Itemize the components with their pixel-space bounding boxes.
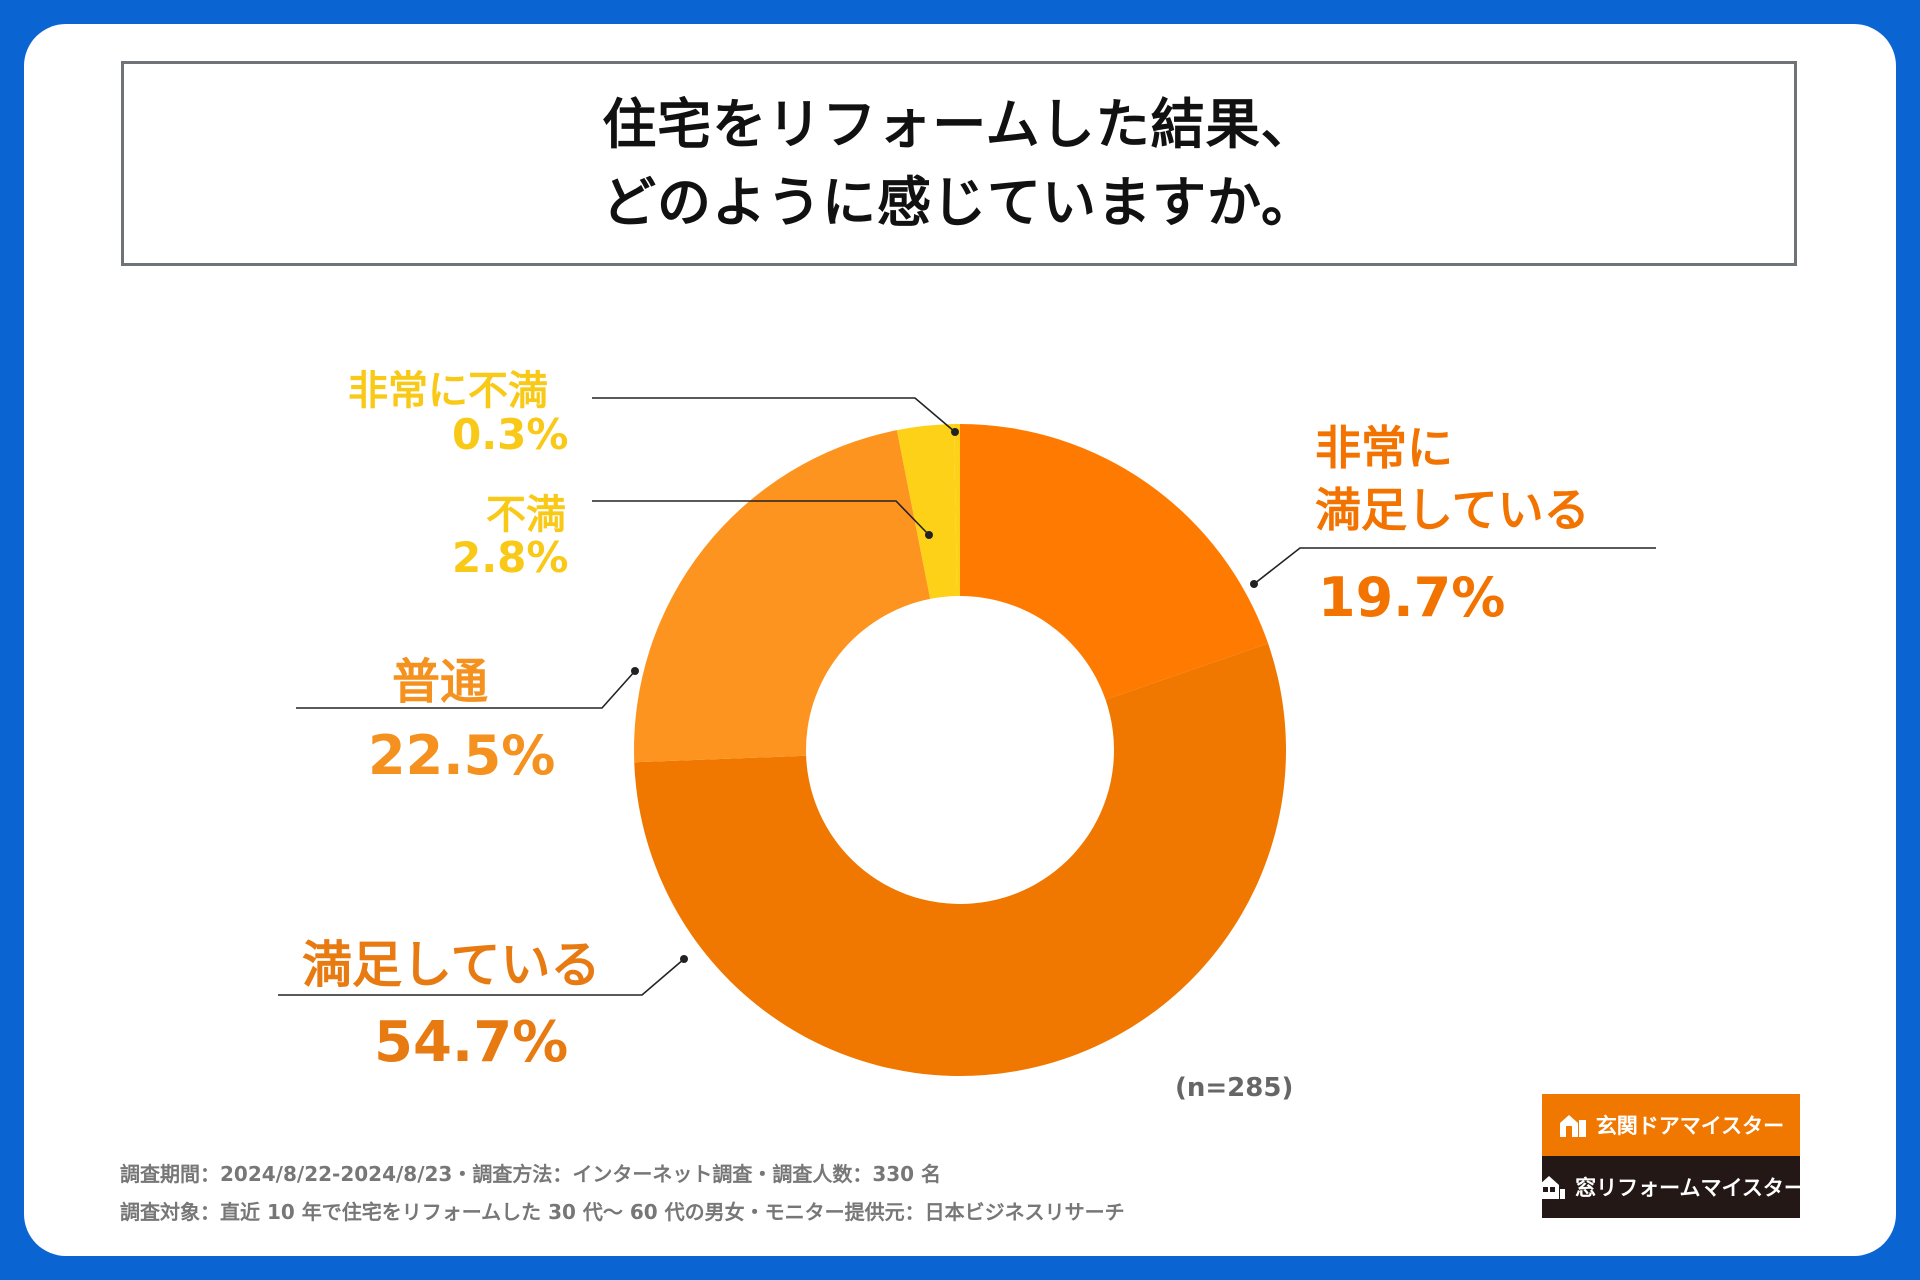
value-satisfied: 54.7% xyxy=(374,1010,569,1075)
value-dissatisfied: 2.8% xyxy=(452,533,569,582)
slice-satisfied xyxy=(634,643,1286,1076)
house-window-icon xyxy=(1539,1176,1566,1199)
label-neutral: 普通 xyxy=(392,654,489,710)
value-very-satisfied: 19.7% xyxy=(1318,566,1506,629)
leader-line-neutral xyxy=(296,670,636,709)
label-dissatisfied: 不満 xyxy=(486,492,566,538)
title-box: 住宅をリフォームした結果、 どのように感じていますか。 xyxy=(121,61,1797,266)
slice-dissatisfied xyxy=(896,424,958,599)
leader-line-very-dissatisfied xyxy=(592,397,956,433)
label-very-satisfied-line1: 非常に xyxy=(1315,421,1453,475)
leader-line-very-satisfied xyxy=(1253,547,1656,585)
footer-line-1: 調査期間：2024/8/22-2024/8/23・調査方法：インターネット調査・… xyxy=(120,1162,942,1186)
slice-neutral xyxy=(634,430,931,763)
house-door-icon xyxy=(1559,1115,1586,1137)
leader-line-satisfied xyxy=(278,958,685,996)
leader-dot-neutral xyxy=(631,667,639,675)
leader-dot-very-satisfied xyxy=(1250,580,1258,588)
leader-lines xyxy=(278,397,1656,996)
leader-dot-satisfied xyxy=(680,955,688,963)
logo-window-text: 窓リフォームマイスター xyxy=(1575,1176,1805,1200)
label-satisfied: 満足している xyxy=(302,936,601,994)
sample-size-note: (n=285) xyxy=(1175,1073,1294,1103)
logo-window-meister: 窓リフォームマイスター xyxy=(1539,1156,1805,1218)
value-very-dissatisfied: 0.3% xyxy=(452,410,569,459)
value-neutral: 22.5% xyxy=(368,724,556,787)
title-line-1: 住宅をリフォームした結果、 xyxy=(602,92,1316,156)
label-very-dissatisfied: 非常に不満 xyxy=(348,368,548,414)
donut-slices xyxy=(634,424,1286,1076)
slice-very-dissatisfied xyxy=(953,424,960,597)
leader-dot-very-dissatisfied xyxy=(951,428,959,436)
footer-line-2: 調査対象：直近 10 年で住宅をリフォームした 30 代～ 60 代の男女・モニ… xyxy=(120,1200,1125,1224)
logo-door-text: 玄関ドアマイスター xyxy=(1595,1114,1785,1138)
label-very-satisfied-line2: 満足している xyxy=(1315,483,1590,537)
slice-very-satisfied xyxy=(960,424,1269,700)
leader-dot-dissatisfied xyxy=(925,531,933,539)
title-line-2: どのように感じていますか。 xyxy=(602,170,1316,234)
logo-door-meister: 玄関ドアマイスター xyxy=(1542,1094,1800,1156)
leader-line-dissatisfied xyxy=(592,500,930,536)
